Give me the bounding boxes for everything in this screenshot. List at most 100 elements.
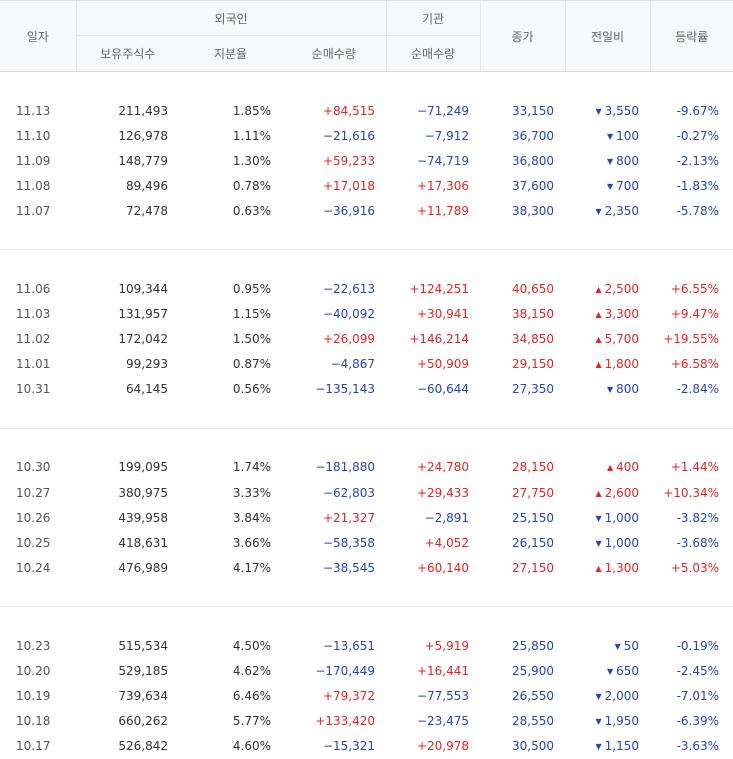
row-rate: -9.67%: [676, 103, 720, 118]
row-share-ratio: 1.11%: [232, 128, 271, 143]
row-close: 25,900: [512, 664, 555, 679]
row-institution-net: +24,780: [416, 460, 470, 475]
row-share-ratio: 1.15%: [232, 307, 271, 322]
row-share-ratio: 6.46%: [232, 689, 271, 704]
triangle-down-icon: ▼: [614, 641, 621, 651]
table-row: 11.03 131,957 1.15% −40,092 +30,941 38,150 ▲ 3,…: [0, 302, 733, 327]
row-foreign-net: −4,867: [330, 357, 376, 372]
row-share-ratio: 3.84%: [232, 510, 271, 525]
table-row: 11.08 89,496 0.78% +17,018 +17,306 37,600 ▼ 700…: [0, 173, 733, 198]
row-holding: 211,493: [118, 103, 168, 118]
row-share-ratio: 0.63%: [232, 203, 271, 218]
header-institution-net: 순매수량: [385, 35, 481, 71]
row-holding: 148,779: [118, 153, 168, 168]
row-change: ▼ 50: [565, 633, 650, 658]
row-rate: -3.63%: [676, 739, 720, 754]
row-change-value: 400: [616, 460, 640, 475]
row-holding: 109,344: [118, 282, 168, 297]
row-rate: -7.01%: [676, 689, 720, 704]
row-close: 25,850: [512, 638, 555, 653]
row-change: ▼ 100: [565, 123, 650, 148]
row-change-value: 1,150: [604, 739, 640, 754]
row-close: 40,650: [512, 282, 555, 297]
row-change-value: 5,700: [604, 332, 640, 347]
row-date: 10.25: [16, 535, 51, 550]
row-change-value: 800: [616, 153, 640, 168]
row-change: ▲ 5,700: [565, 327, 650, 352]
row-rate: +6.55%: [670, 282, 720, 297]
row-change: ▲ 1,800: [565, 352, 650, 377]
row-date: 11.02: [16, 332, 51, 347]
table-row: 11.09 148,779 1.30% +59,233 −74,719 36,800 ▼ 80…: [0, 148, 733, 173]
row-rate: -0.27%: [676, 128, 720, 143]
row-holding: 99,293: [126, 357, 168, 372]
triangle-up-icon: ▲: [595, 310, 602, 320]
row-change-value: 650: [616, 664, 640, 679]
row-holding: 131,957: [118, 307, 168, 322]
row-foreign-net: +79,372: [322, 689, 376, 704]
row-share-ratio: 4.17%: [232, 560, 271, 575]
row-foreign-net: −62,803: [322, 485, 376, 500]
row-rate: -2.45%: [676, 664, 720, 679]
row-close: 38,150: [512, 307, 555, 322]
row-institution-net: +4,052: [424, 535, 470, 550]
row-share-ratio: 4.50%: [232, 638, 271, 653]
row-close: 27,150: [512, 560, 555, 575]
row-holding: 526,842: [118, 739, 168, 754]
row-institution-net: −7,912: [424, 128, 470, 143]
triangle-down-icon: ▼: [595, 742, 602, 752]
row-date: 11.03: [16, 307, 51, 322]
row-rate: +10.34%: [663, 485, 720, 500]
row-institution-net: +30,941: [416, 307, 470, 322]
table-row: 10.19 739,634 6.46% +79,372 −77,553 26,550 ▼ 2,…: [0, 684, 733, 709]
row-date: 10.31: [16, 382, 51, 397]
row-close: 36,700: [512, 128, 555, 143]
row-date: 11.09: [16, 153, 51, 168]
row-share-ratio: 4.62%: [232, 664, 271, 679]
row-close: 36,800: [512, 153, 555, 168]
row-date: 10.30: [16, 460, 51, 475]
triangle-up-icon: ▲: [595, 335, 602, 345]
table-row: 11.06 109,344 0.95% −22,613 +124,251 40,650 ▲ 2…: [0, 276, 733, 301]
row-foreign-net: +17,018: [322, 178, 376, 193]
row-change: ▼ 1,950: [565, 709, 650, 734]
row-close: 34,850: [512, 332, 555, 347]
row-date: 10.19: [16, 689, 51, 704]
row-change: ▼ 2,350: [565, 198, 650, 223]
row-holding: 72,478: [126, 203, 168, 218]
table-row: 10.24 476,989 4.17% −38,545 +60,140 27,150 ▲ 1,…: [0, 555, 733, 580]
table-row: 10.18 660,262 5.77% +133,420 −23,475 28,550 ▼ 1…: [0, 709, 733, 734]
row-change: ▼ 1,000: [565, 505, 650, 530]
row-foreign-net: −58,358: [322, 535, 376, 550]
header-rate: 등락률: [649, 0, 733, 71]
row-rate: -2.84%: [676, 382, 720, 397]
triangle-down-icon: ▼: [606, 131, 614, 141]
table-row: 10.20 529,185 4.62% −170,449 +16,441 25,900 ▼ 6…: [0, 659, 733, 684]
row-rate: +1.44%: [670, 460, 720, 475]
row-foreign-net: −170,449: [315, 664, 376, 679]
row-close: 26,550: [512, 689, 555, 704]
row-change-value: 1,000: [604, 535, 640, 550]
row-change-value: 50: [623, 638, 640, 653]
row-rate: -0.19%: [676, 638, 720, 653]
triangle-up-icon: ▲: [595, 360, 602, 370]
row-institution-net: +60,140: [416, 560, 470, 575]
row-change: ▼ 700: [565, 173, 650, 198]
row-holding: 172,042: [118, 332, 168, 347]
row-close: 25,150: [512, 510, 555, 525]
row-change-value: 1,000: [604, 510, 640, 525]
row-change: ▼ 3,550: [565, 98, 650, 123]
row-rate: -6.39%: [676, 714, 720, 729]
row-close: 28,150: [512, 460, 555, 475]
triangle-down-icon: ▼: [595, 692, 602, 702]
row-date: 10.26: [16, 510, 51, 525]
row-close: 27,750: [512, 485, 555, 500]
row-share-ratio: 1.74%: [232, 460, 271, 475]
row-foreign-net: −181,880: [315, 460, 376, 475]
row-change: ▲ 400: [565, 455, 650, 480]
row-change-value: 800: [616, 382, 640, 397]
row-share-ratio: 0.78%: [232, 178, 271, 193]
row-change: ▼ 800: [565, 148, 650, 173]
table-row: 11.02 172,042 1.50% +26,099 +146,214 34,850 ▲ 5…: [0, 327, 733, 352]
row-rate: +19.55%: [663, 332, 720, 347]
